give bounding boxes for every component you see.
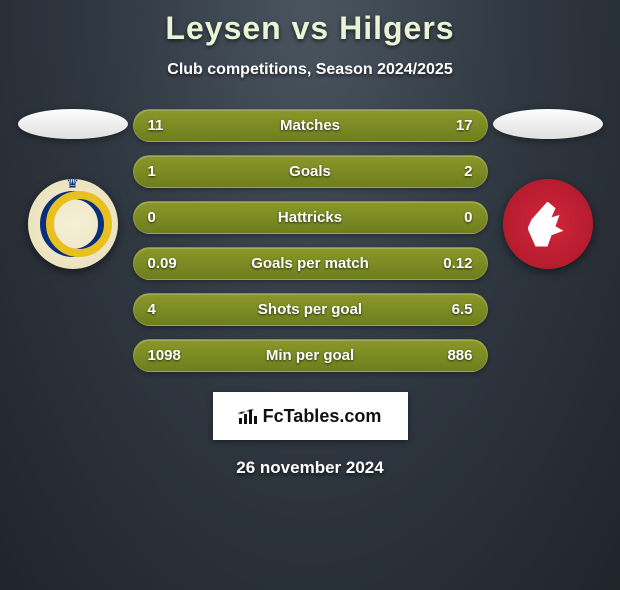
stat-right-value: 0.12 <box>423 255 473 272</box>
comparison-panel: ♛ 11 Matches 17 1 Goals 2 0 Hattricks 0 … <box>0 109 620 372</box>
stat-row: 0 Hattricks 0 <box>133 201 488 234</box>
stat-row: 11 Matches 17 <box>133 109 488 142</box>
club-logo-left: ♛ <box>28 179 118 269</box>
stat-left-value: 0 <box>148 209 198 226</box>
page-title: Leysen vs Hilgers <box>0 10 620 47</box>
brand-badge: FcTables.com <box>213 392 408 440</box>
stat-right-value: 2 <box>423 163 473 180</box>
stat-right-value: 886 <box>423 347 473 364</box>
crown-icon: ♛ <box>66 175 79 192</box>
stat-left-value: 4 <box>148 301 198 318</box>
chart-icon <box>239 408 259 424</box>
left-side: ♛ <box>13 109 133 269</box>
stat-row: 0.09 Goals per match 0.12 <box>133 247 488 280</box>
player-photo-right <box>493 109 603 139</box>
stat-left-value: 11 <box>148 117 198 134</box>
stat-label: Hattricks <box>198 209 423 226</box>
stats-list: 11 Matches 17 1 Goals 2 0 Hattricks 0 0.… <box>133 109 488 372</box>
stat-label: Matches <box>198 117 423 134</box>
stat-left-value: 1098 <box>148 347 198 364</box>
stat-label: Goals per match <box>198 255 423 272</box>
right-side <box>488 109 608 269</box>
date-text: 26 november 2024 <box>0 458 620 478</box>
stat-row: 4 Shots per goal 6.5 <box>133 293 488 326</box>
stat-left-value: 0.09 <box>148 255 198 272</box>
subtitle: Club competitions, Season 2024/2025 <box>0 61 620 79</box>
stat-right-value: 0 <box>423 209 473 226</box>
stat-right-value: 6.5 <box>423 301 473 318</box>
stat-row: 1 Goals 2 <box>133 155 488 188</box>
stat-label: Min per goal <box>198 347 423 364</box>
stat-label: Goals <box>198 163 423 180</box>
stat-row: 1098 Min per goal 886 <box>133 339 488 372</box>
stat-label: Shots per goal <box>198 301 423 318</box>
player-photo-left <box>18 109 128 139</box>
brand-text: FcTables.com <box>263 406 382 427</box>
stat-right-value: 17 <box>423 117 473 134</box>
club-logo-right <box>503 179 593 269</box>
stat-left-value: 1 <box>148 163 198 180</box>
